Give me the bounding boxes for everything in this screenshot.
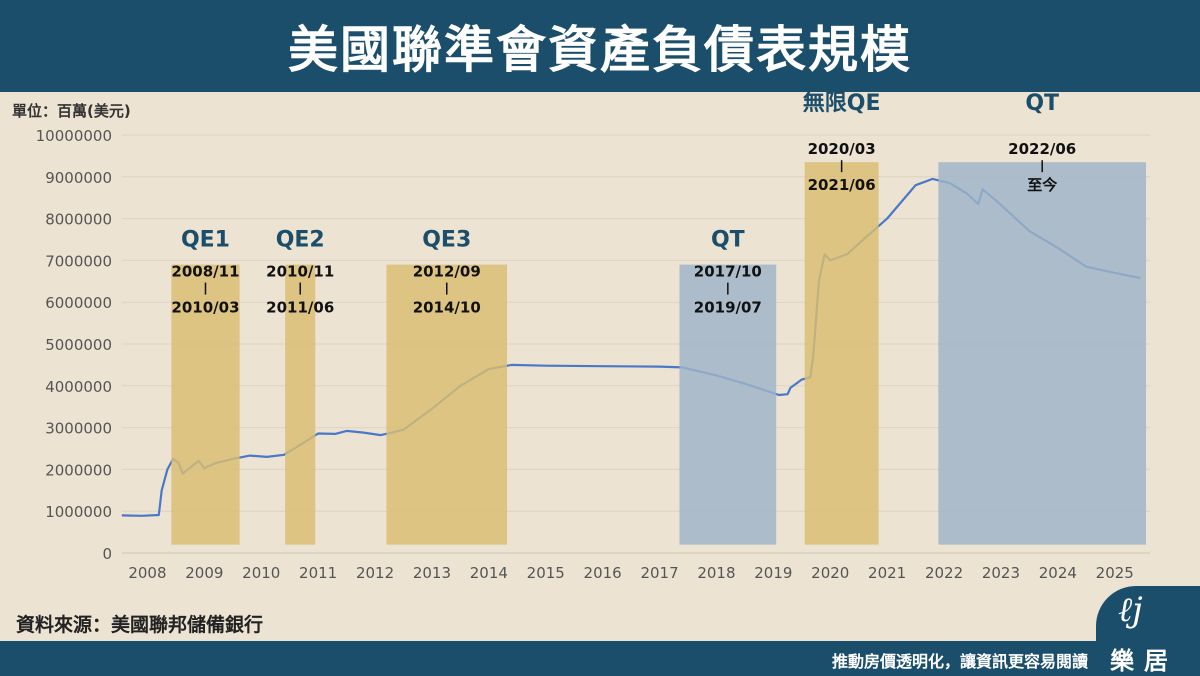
period-band-qt <box>679 264 777 545</box>
footer-bar <box>0 641 1200 676</box>
period-start-date: 2008/11 <box>171 263 239 281</box>
y-tick-label: 4000000 <box>45 378 112 396</box>
period-end-date: 2019/07 <box>694 299 762 317</box>
x-tick-label: 2010 <box>242 564 280 582</box>
x-tick-label: 2025 <box>1096 564 1134 582</box>
y-tick-label: 2000000 <box>45 461 112 479</box>
logo-mark-icon: ℓj <box>1118 590 1143 630</box>
period-label: QE1 <box>181 228 230 253</box>
period-band-qe <box>285 264 316 545</box>
period-start-date: 2022/06 <box>1008 140 1076 158</box>
period-end-date: 2014/10 <box>413 299 481 317</box>
period-label: QT <box>711 228 745 253</box>
x-tick-label: 2023 <box>982 564 1020 582</box>
period-band-qt <box>938 162 1147 545</box>
period-label: QT <box>1025 91 1059 116</box>
logo-text: 樂居 <box>1110 647 1178 675</box>
data-source: 資料來源：美國聯邦儲備銀行 <box>16 614 264 636</box>
period-label: QE2 <box>276 228 325 253</box>
brand-logo: ℓj 樂居 <box>1096 586 1200 676</box>
period-end-date: 2011/06 <box>266 299 334 317</box>
x-tick-label: 2014 <box>470 564 508 582</box>
period-start-date: 2010/11 <box>266 263 334 281</box>
period-band-qe <box>171 264 240 545</box>
x-tick-label: 2011 <box>299 564 337 582</box>
x-tick-label: 2017 <box>640 564 678 582</box>
y-tick-label: 10000000 <box>36 127 112 145</box>
x-tick-label: 2008 <box>128 564 166 582</box>
period-end-date: 至今 <box>1027 176 1057 194</box>
y-tick-label: 0 <box>102 545 112 563</box>
x-tick-label: 2022 <box>925 564 963 582</box>
slogan: 推動房價透明化，讓資訊更容易閱讀 <box>831 652 1088 671</box>
x-tick-label: 2012 <box>356 564 394 582</box>
y-tick-label: 5000000 <box>45 336 112 354</box>
period-end-date: 2010/03 <box>171 299 239 317</box>
y-tick-label: 6000000 <box>45 294 112 312</box>
period-start-date: 2017/10 <box>694 263 762 281</box>
x-tick-label: 2024 <box>1039 564 1077 582</box>
x-tick-label: 2019 <box>754 564 792 582</box>
x-tick-label: 2021 <box>868 564 906 582</box>
period-band-qe <box>804 162 879 545</box>
period-band-qe <box>386 264 508 545</box>
x-tick-label: 2016 <box>584 564 622 582</box>
y-tick-label: 1000000 <box>45 503 112 521</box>
y-tick-label: 7000000 <box>45 252 112 270</box>
period-start-date: 2020/03 <box>808 140 876 158</box>
y-tick-label: 3000000 <box>45 420 112 438</box>
period-label: 無限QE <box>803 90 881 116</box>
y-tick-label: 9000000 <box>45 169 112 187</box>
y-axis-unit-label: 單位：百萬(美元) <box>12 102 131 120</box>
x-tick-label: 2018 <box>697 564 735 582</box>
period-label: QE3 <box>422 228 471 253</box>
period-start-date: 2012/09 <box>413 263 481 281</box>
x-tick-label: 2015 <box>527 564 565 582</box>
x-tick-label: 2020 <box>811 564 849 582</box>
x-tick-label: 2009 <box>185 564 223 582</box>
y-tick-label: 8000000 <box>45 211 112 229</box>
chart-title: 美國聯準會資產負債表規模 <box>0 0 1200 92</box>
x-tick-label: 2013 <box>413 564 451 582</box>
period-end-date: 2021/06 <box>808 176 876 194</box>
